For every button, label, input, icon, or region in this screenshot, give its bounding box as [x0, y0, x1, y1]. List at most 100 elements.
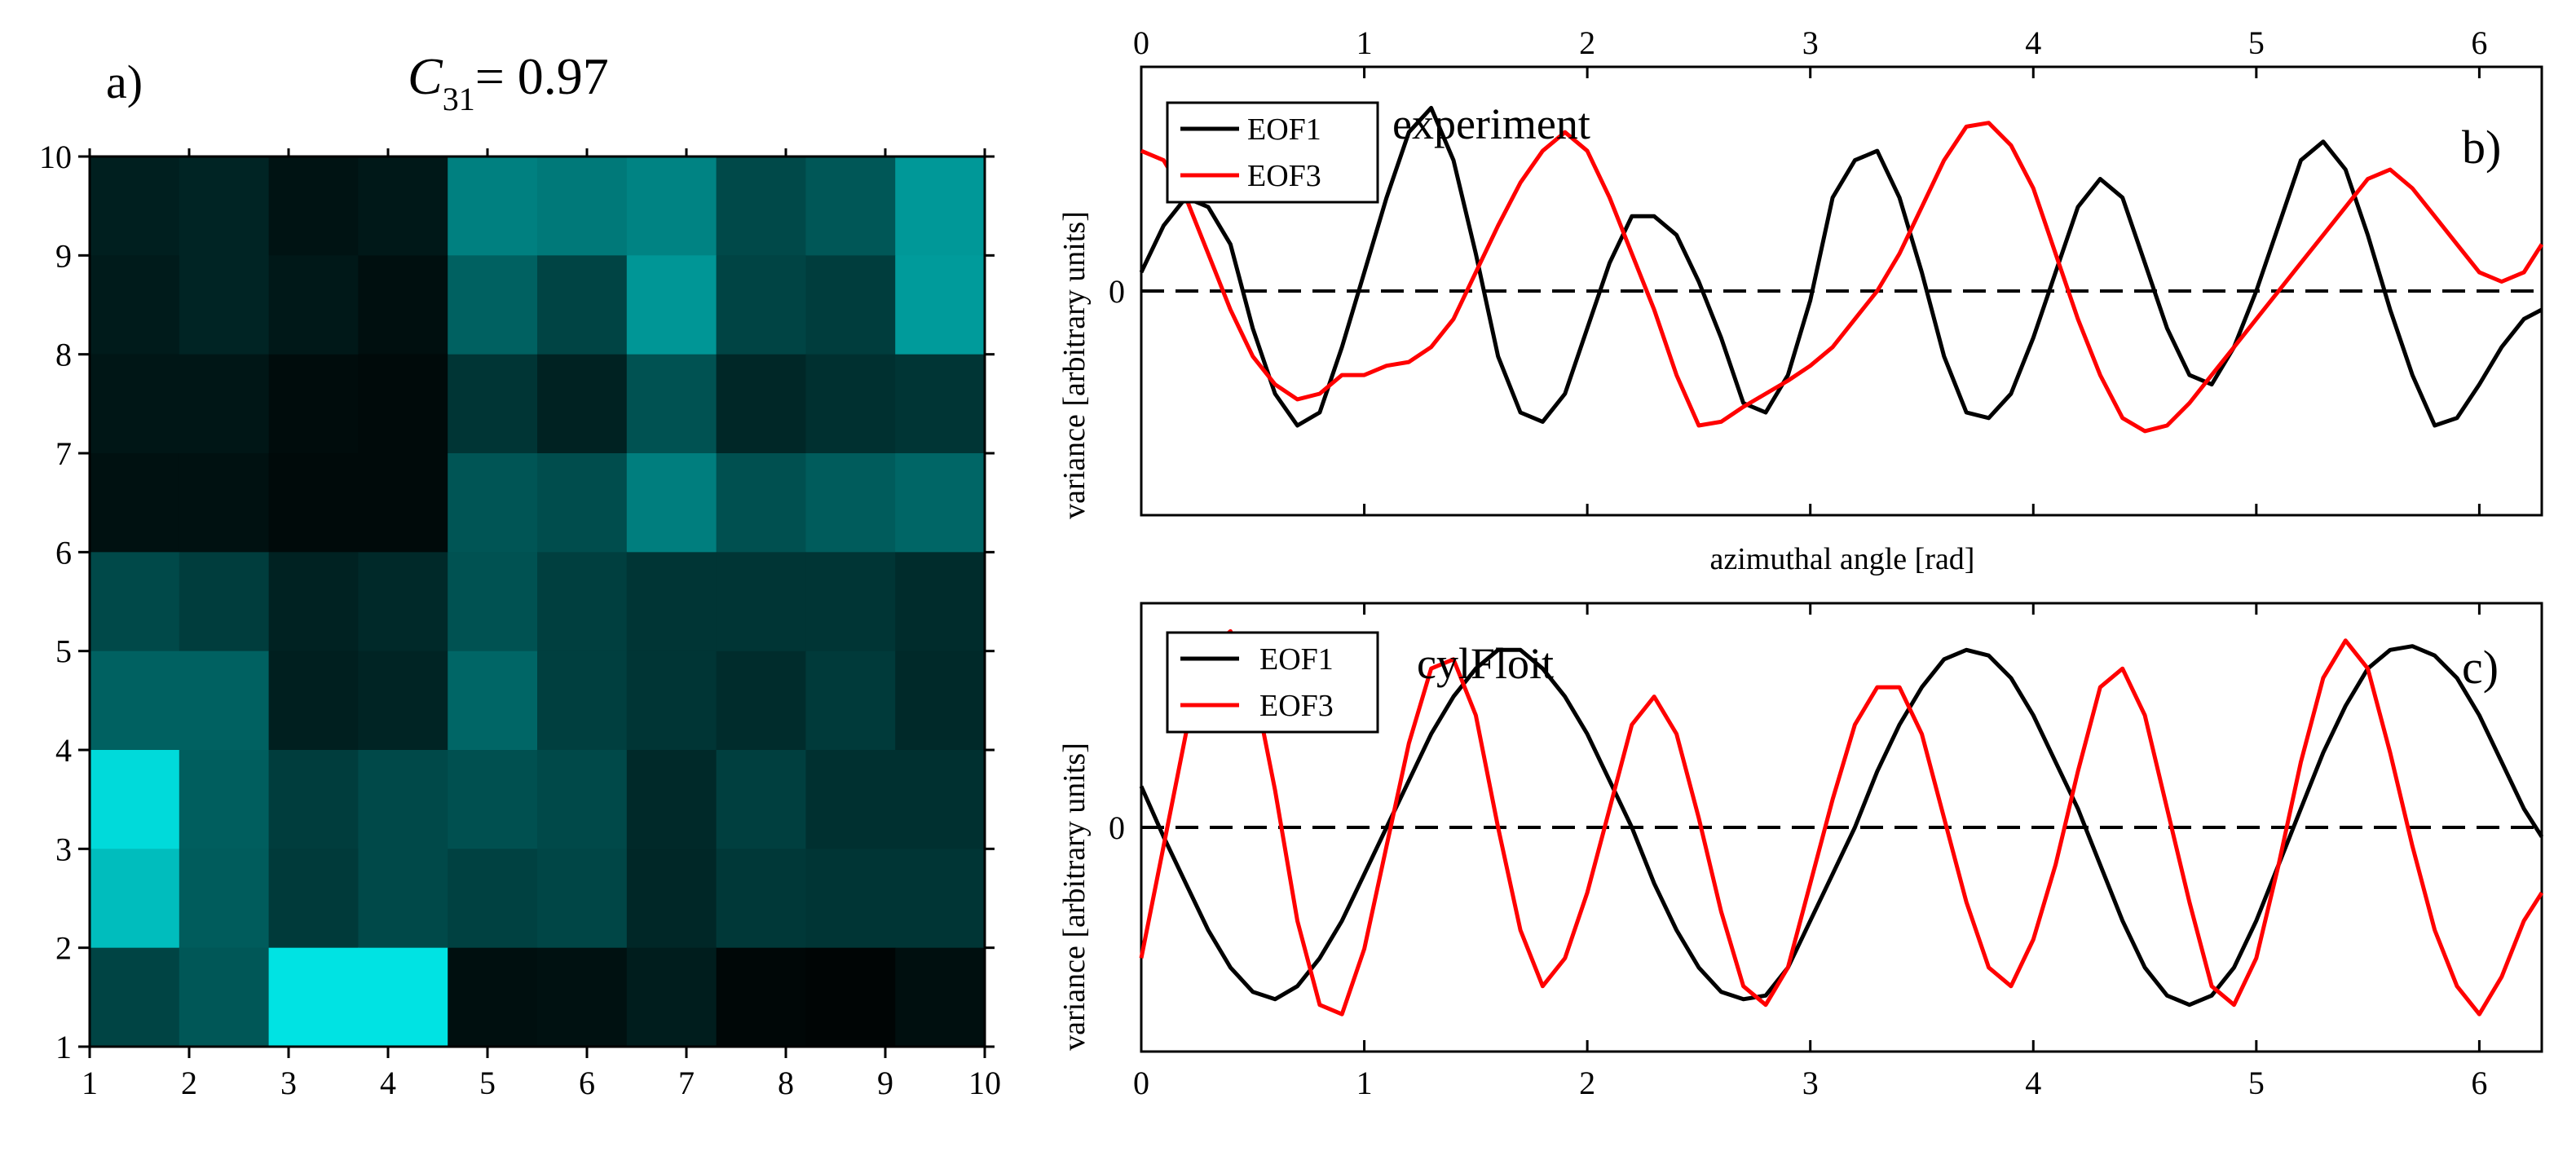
- c-plot-x-tick-label: 0: [1133, 1065, 1149, 1101]
- heatmap-y-tick-label: 7: [55, 435, 72, 472]
- heatmap-cell: [179, 947, 270, 1047]
- heatmap-cell: [805, 552, 896, 652]
- heatmap-y-tick-label: 10: [39, 139, 72, 175]
- heatmap-cell: [895, 354, 986, 454]
- heatmap-x-tick-label: 1: [82, 1065, 98, 1101]
- c-plot-x-tick-label: 2: [1579, 1065, 1595, 1101]
- heatmap-y-tick-label: 6: [55, 534, 72, 571]
- heatmap-cell: [90, 157, 180, 256]
- heatmap-x-tick-label: 8: [778, 1065, 794, 1101]
- heatmap-cell: [895, 849, 986, 949]
- heatmap-cell: [358, 650, 448, 751]
- panel-b-title: experiment: [1392, 99, 1590, 148]
- heatmap-cell: [448, 453, 538, 553]
- heatmap-cell: [90, 354, 180, 454]
- heatmap-cell: [358, 552, 448, 652]
- c-plot-series-eof1: [1139, 644, 2544, 1008]
- heatmap-cell: [358, 157, 448, 256]
- heatmap-title-subscript: 31: [443, 81, 475, 117]
- panel-a-label: a): [106, 55, 143, 108]
- heatmap-cell: [537, 157, 628, 256]
- heatmap-y-tick-label: 9: [55, 237, 72, 274]
- heatmap-cell: [537, 255, 628, 355]
- heatmap-cell: [179, 552, 270, 652]
- c-plot-series-eof3: [1139, 628, 2544, 1016]
- heatmap-cell: [448, 750, 538, 849]
- c-plot-y-tick-label: 0: [1109, 809, 1125, 846]
- heatmap-cell: [90, 849, 180, 949]
- heatmap-cell: [90, 650, 180, 751]
- heatmap-axes: 1 2 3 4 5 6 7 8 9 10 1 2 3 4 5 6 7 8 9 10: [39, 139, 1001, 1101]
- heatmap-cell: [716, 750, 806, 849]
- heatmap-cell: [90, 552, 180, 652]
- panel-b-ylabel: variance [arbitrary units]: [1057, 211, 1092, 519]
- heatmap-cell: [358, 947, 448, 1047]
- heatmap-cell: [626, 157, 717, 256]
- heatmap-cell: [179, 849, 270, 949]
- c-plot-x-tick-label: 5: [2248, 1065, 2265, 1101]
- panel-b-legend-eof1: EOF1: [1247, 112, 1321, 147]
- heatmap-cell: [805, 453, 896, 553]
- heatmap-y-tick-label: 4: [55, 732, 72, 769]
- heatmap-cell: [90, 453, 180, 553]
- heatmap-cell: [716, 849, 806, 949]
- panel-c-title: cylFloit: [1417, 639, 1554, 688]
- heatmap-cell: [179, 354, 270, 454]
- panel-c-legend-eof3: EOF3: [1259, 689, 1334, 723]
- heatmap-cell: [268, 157, 359, 256]
- panel-a-heatmap: a) C31= 0.97 1 2 3 4 5 6 7 8 9 10 1 2 3 4 5 6 7 8 9 10: [39, 47, 1001, 1101]
- heatmap-cells: [90, 157, 986, 1047]
- heatmap-cell: [448, 354, 538, 454]
- heatmap-cell: [626, 750, 717, 849]
- heatmap-cell: [537, 750, 628, 849]
- panel-c-legend-eof1: EOF1: [1259, 642, 1334, 677]
- heatmap-cell: [895, 750, 986, 849]
- heatmap-cell: [358, 849, 448, 949]
- heatmap-cell: [179, 650, 270, 751]
- panel-b-line-chart: 0 1 2 3 4 5 6 0 b) EOF1 EOF3 experiment azimuth…: [1057, 24, 2544, 576]
- heatmap-x-tick-label: 9: [877, 1065, 893, 1101]
- heatmap-cell: [537, 453, 628, 553]
- heatmap-cell: [448, 552, 538, 652]
- heatmap-cell: [358, 750, 448, 849]
- panel-b-label: b): [2462, 121, 2501, 174]
- heatmap-cell: [805, 750, 896, 849]
- heatmap-cell: [895, 157, 986, 256]
- heatmap-cell: [626, 849, 717, 949]
- heatmap-cell: [448, 157, 538, 256]
- heatmap-cell: [716, 354, 806, 454]
- heatmap-cell: [895, 255, 986, 355]
- heatmap-cell: [895, 650, 986, 751]
- c-plot-x-tick-label: 1: [1356, 1065, 1373, 1101]
- panel-b-legend-box: [1166, 101, 1379, 204]
- heatmap-cell: [537, 849, 628, 949]
- b-plot-x-tick-label: 2: [1579, 24, 1595, 61]
- panel-c-line-chart: 0 1 2 3 4 5 6 0 c) EOF1 EOF3 cylFloit variance …: [1057, 602, 2544, 1101]
- heatmap-y-tick-label: 2: [55, 930, 72, 967]
- heatmap-cell: [90, 255, 180, 355]
- heatmap-cell: [805, 157, 896, 256]
- b-plot-series-eof3: [1140, 121, 2544, 434]
- heatmap-cell: [626, 354, 717, 454]
- heatmap-cell: [358, 354, 448, 454]
- b-plot-series-eof1: [1139, 105, 2543, 428]
- b-plot-x-tick-label: 6: [2471, 24, 2487, 61]
- b-plot-x-tick-label: 4: [2025, 24, 2041, 61]
- c-plot-x-tick-label: 3: [1802, 1065, 1819, 1101]
- heatmap-cell: [448, 650, 538, 751]
- heatmap-y-tick-label: 1: [55, 1029, 72, 1065]
- heatmap-cell: [537, 354, 628, 454]
- heatmap-cell: [805, 849, 896, 949]
- b-plot-x-tick-label: 5: [2248, 24, 2265, 61]
- heatmap-cell: [895, 552, 986, 652]
- b-plot-y-tick-label: 0: [1109, 273, 1125, 310]
- heatmap-cell: [268, 552, 359, 652]
- heatmap-title-value: = 0.97: [475, 47, 609, 105]
- heatmap-cell: [805, 255, 896, 355]
- heatmap-title: C31= 0.97: [408, 47, 609, 117]
- heatmap-cell: [179, 750, 270, 849]
- b-plot-x-tick-label: 3: [1802, 24, 1819, 61]
- b-plot-x-tick-label: 0: [1133, 24, 1149, 61]
- heatmap-cell: [268, 650, 359, 751]
